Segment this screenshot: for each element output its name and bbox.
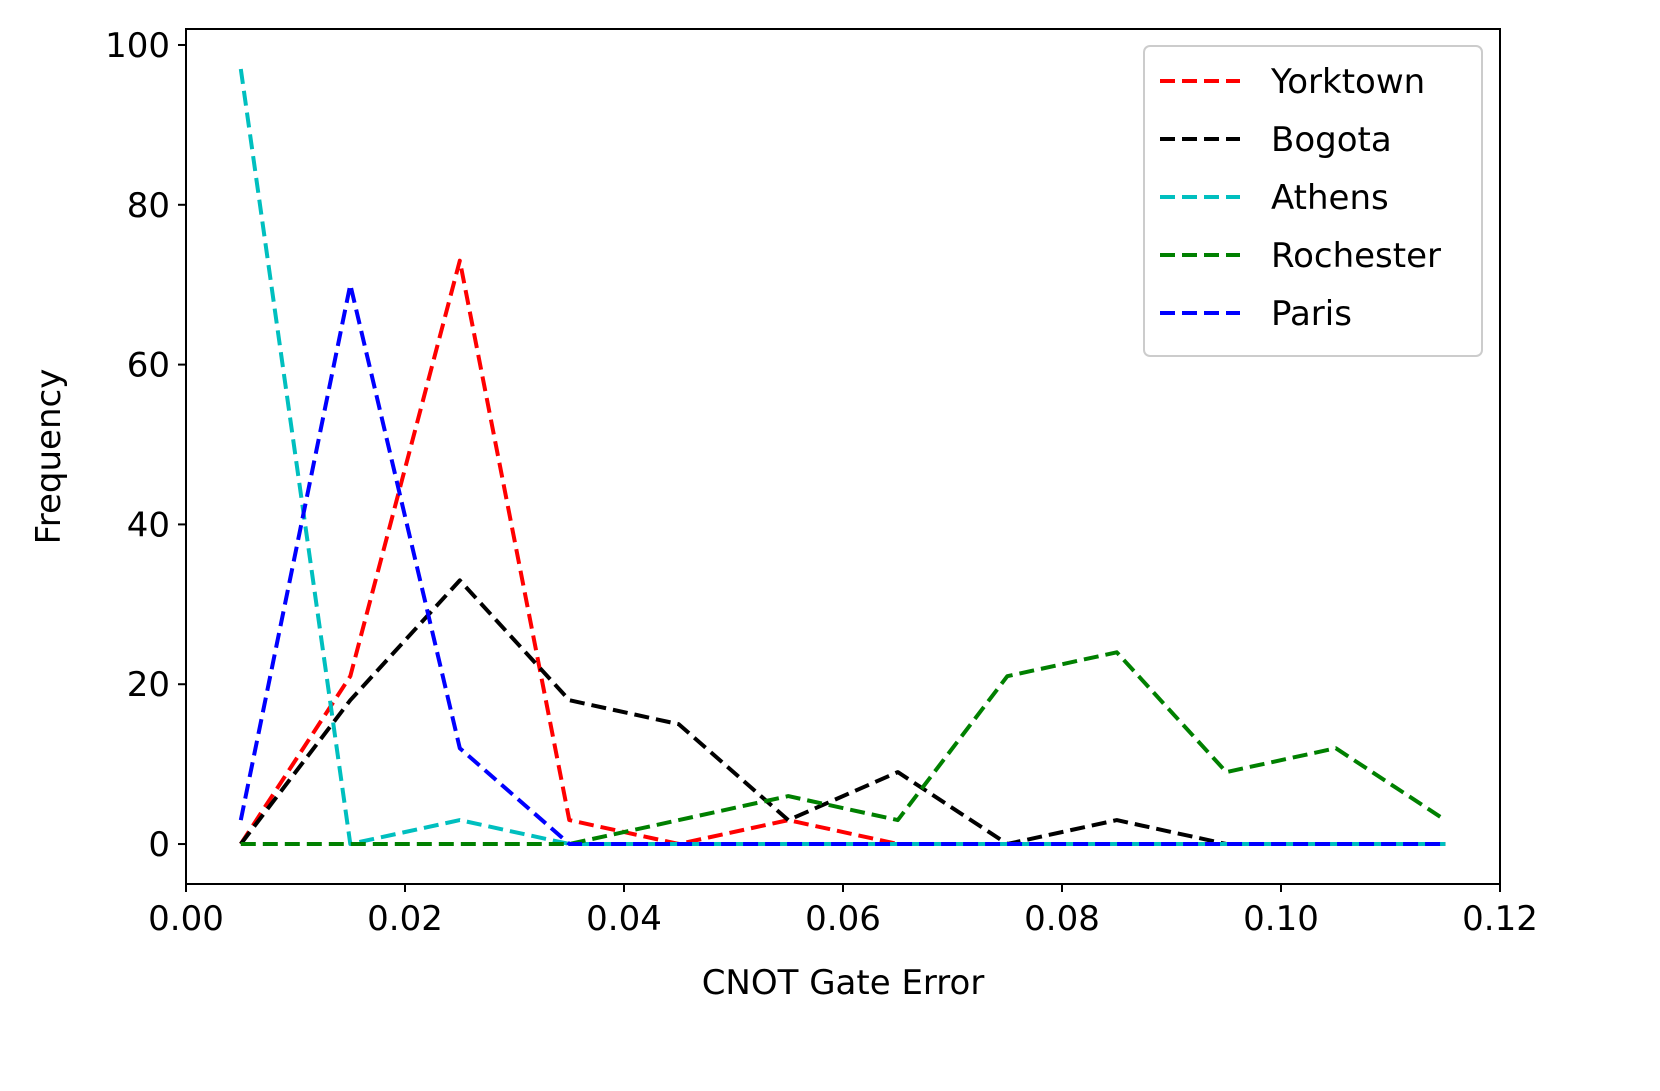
legend: Yorktown Bogota Athens Rochester Paris (1143, 45, 1483, 357)
x-tick-label: 0.02 (367, 899, 443, 939)
y-tick-label: 80 (127, 186, 170, 226)
y-tick-label: 0 (148, 825, 170, 865)
series-line-paris (238, 282, 1446, 846)
y-axis-title: Frequency (29, 369, 69, 545)
legend-label-bogota: Bogota (1271, 120, 1392, 160)
x-tick-label: 0.12 (1462, 899, 1538, 939)
x-tick-label: 0.06 (805, 899, 881, 939)
series-line-rochester (240, 650, 1447, 846)
y-axis: 0 20 40 60 80 100 (105, 26, 186, 865)
x-tick-label: 0.10 (1243, 899, 1319, 939)
x-tick-label: 0.00 (148, 899, 224, 939)
legend-box (1143, 45, 1483, 357)
x-axis: 0.00 0.02 0.04 0.06 0.08 0.10 0.12 (148, 884, 1538, 939)
y-tick-label: 60 (127, 346, 170, 386)
y-tick-label: 100 (105, 26, 170, 66)
legend-label-rochester: Rochester (1271, 236, 1441, 276)
legend-label-yorktown: Yorktown (1270, 62, 1425, 102)
legend-label-paris: Paris (1271, 294, 1352, 334)
series-layer (238, 68, 1447, 846)
x-tick-label: 0.04 (586, 899, 662, 939)
x-axis-title: CNOT Gate Error (702, 963, 985, 1003)
y-tick-label: 40 (127, 505, 170, 545)
legend-label-athens: Athens (1271, 178, 1389, 218)
x-tick-label: 0.08 (1024, 899, 1100, 939)
y-tick-label: 20 (127, 665, 170, 705)
